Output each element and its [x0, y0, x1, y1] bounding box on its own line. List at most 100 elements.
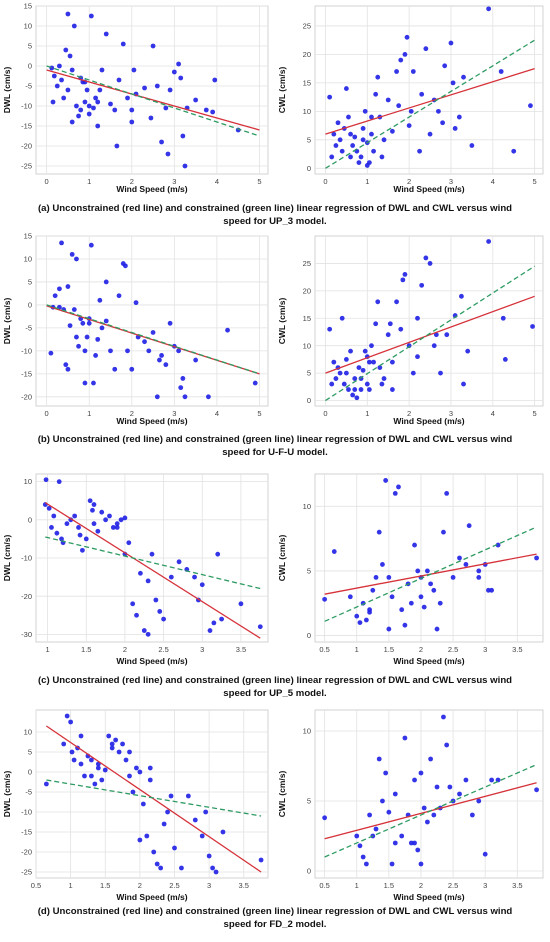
- data-point: [350, 143, 356, 148]
- x-tick-label: 1.5: [384, 645, 394, 654]
- data-point: [86, 111, 92, 117]
- data-point: [54, 83, 60, 89]
- data-point: [67, 323, 73, 328]
- data-point: [61, 95, 67, 101]
- data-point: [116, 749, 122, 755]
- data-point: [103, 517, 108, 523]
- x-tick-label: 1: [87, 409, 91, 418]
- y-tick-label: 25: [303, 259, 311, 268]
- chart-d-cwl: 0.5 1 1.5 2 2.5 3 3.5 0 5 10 Wind Speed (m/s) CWL (…: [277, 709, 544, 902]
- data-point: [114, 525, 120, 530]
- data-point: [112, 366, 118, 372]
- data-point: [399, 833, 405, 839]
- plot-area: [35, 5, 269, 175]
- y-tick-label: -5: [25, 323, 32, 332]
- data-point: [375, 299, 381, 305]
- constrained-regression-line: [46, 304, 260, 375]
- data-point: [392, 840, 398, 846]
- data-point: [76, 343, 81, 349]
- data-point: [134, 612, 139, 618]
- data-point: [168, 793, 174, 799]
- data-point: [421, 604, 427, 610]
- data-point: [431, 587, 437, 593]
- data-point: [357, 843, 363, 849]
- data-point: [257, 624, 263, 630]
- x-tick-label: 2: [419, 881, 423, 890]
- data-point: [84, 334, 90, 340]
- x-tick-label: 0: [45, 409, 49, 418]
- caption-a-line2: speed for UP_3 model.: [223, 215, 327, 227]
- data-point: [457, 555, 462, 561]
- data-point: [125, 348, 130, 354]
- data-point: [179, 865, 184, 871]
- x-tick-label: 2: [130, 409, 134, 418]
- data-point: [82, 380, 88, 386]
- y-axis-label: CWL (cm/s): [277, 67, 287, 114]
- data-point: [165, 809, 170, 815]
- data-point: [142, 85, 147, 91]
- data-point: [90, 507, 95, 513]
- data-point: [51, 513, 57, 519]
- chart-a-cwl: 0 1 2 3 4 5 0 5 10 15 20 25 Wind Speed (m/s) CWL (cm/…: [277, 5, 544, 194]
- y-tick-label: -25: [21, 868, 32, 877]
- data-point: [387, 321, 393, 327]
- data-point: [418, 861, 424, 867]
- data-point: [500, 315, 506, 321]
- data-point: [71, 23, 77, 29]
- data-point: [163, 362, 169, 368]
- data-point: [486, 587, 491, 593]
- data-point: [180, 133, 186, 139]
- data-point: [238, 601, 244, 607]
- data-point: [176, 61, 182, 67]
- data-point: [93, 353, 98, 358]
- data-point: [356, 365, 362, 371]
- unconstrained-regression-line: [44, 502, 261, 639]
- data-point: [360, 137, 366, 143]
- data-point: [69, 67, 75, 73]
- data-point: [438, 370, 443, 376]
- data-point: [459, 293, 464, 299]
- data-point: [386, 809, 392, 815]
- data-point: [51, 73, 57, 79]
- data-point: [176, 559, 182, 565]
- constrained-regression-line: [324, 526, 537, 622]
- data-point: [59, 77, 64, 83]
- x-axis-label: Wind Speed (m/s): [393, 892, 464, 902]
- x-tick-label: 2: [130, 177, 134, 186]
- data-point: [91, 105, 96, 111]
- data-point: [80, 547, 85, 553]
- data-point: [322, 815, 328, 821]
- data-point: [331, 359, 337, 365]
- data-point: [399, 607, 405, 613]
- data-point: [207, 628, 213, 633]
- constrained-regression-line: [46, 779, 262, 817]
- data-point: [450, 80, 456, 86]
- data-point: [394, 69, 399, 74]
- data-point: [343, 370, 349, 376]
- data-point: [476, 574, 482, 580]
- y-tick-label: -20: [21, 392, 32, 401]
- data-point: [369, 343, 374, 349]
- data-point: [357, 620, 363, 626]
- data-point: [331, 549, 337, 554]
- x-tick-label: 1: [46, 645, 50, 654]
- caption-b: (b) Unconstrained (red line) and constra…: [0, 434, 550, 459]
- y-tick-label: 0: [307, 867, 311, 876]
- data-point: [131, 67, 137, 73]
- data-point: [463, 777, 469, 783]
- data-point: [452, 126, 458, 131]
- data-point: [49, 525, 54, 530]
- data-point: [213, 869, 219, 875]
- data-point: [185, 793, 191, 799]
- data-point: [394, 299, 399, 305]
- data-point: [130, 601, 136, 607]
- data-point: [199, 582, 205, 588]
- constrained-regression-line: [324, 764, 537, 858]
- data-point: [161, 616, 167, 622]
- data-point: [417, 148, 422, 154]
- y-axis-label: CWL (cm/s): [277, 298, 287, 345]
- data-point: [348, 154, 353, 160]
- y-tick-label: -20: [21, 848, 32, 857]
- x-tick-label: 0.5: [319, 645, 329, 654]
- data-point: [127, 773, 132, 779]
